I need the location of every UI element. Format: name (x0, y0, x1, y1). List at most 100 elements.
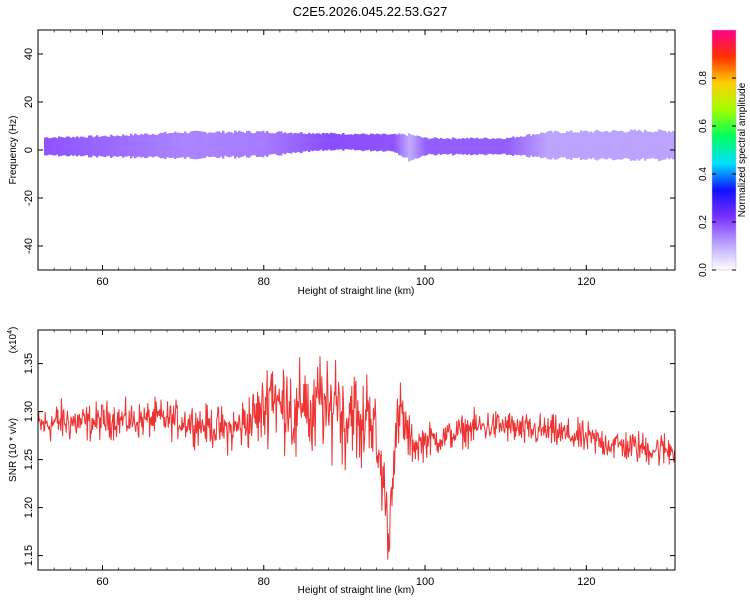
spectrogram-cell (164, 131, 167, 160)
spectrogram-cell (494, 138, 497, 155)
spectrogram-cell (648, 131, 651, 159)
spectrogram-cell (558, 132, 561, 159)
snr-multiplier-base: (x10 (8, 333, 19, 353)
spectrogram-cell (552, 132, 555, 158)
spectrogram-cell (280, 131, 283, 156)
spectrogram-cell (146, 133, 149, 158)
spectrogram-cell (132, 135, 135, 157)
spectrogram-cell (634, 129, 637, 161)
spectrogram-cell (214, 132, 217, 158)
spectrogram-cell (618, 131, 621, 160)
spectrogram-cell (316, 133, 319, 151)
spectrogram-cell (566, 131, 569, 160)
spectrogram-cell (628, 131, 631, 159)
spectrogram-cell (388, 134, 391, 151)
spectrogram-cell (412, 134, 415, 160)
spectrogram-cell (368, 134, 371, 150)
spectrogram-cell (502, 139, 505, 154)
spectrogram-cell (274, 133, 277, 154)
spectrogram-cell (196, 130, 199, 160)
spectrogram-cell (524, 136, 527, 156)
spectrogram-cell (328, 133, 331, 150)
spectrogram-cell (58, 136, 61, 157)
spectrogram-cell (658, 129, 661, 162)
spectrogram-cell (348, 134, 351, 150)
spectrogram-cell (462, 137, 465, 155)
spectrogram-cell (386, 134, 389, 151)
spectrogram-cell (278, 131, 281, 156)
spectrogram-cell (504, 139, 507, 154)
spectrogram-cell (408, 133, 411, 162)
spectrogram-cell (312, 133, 315, 152)
spectrogram-cell (590, 131, 593, 160)
spectrogram-cell (360, 134, 363, 151)
spectrogram-cell (128, 136, 131, 156)
spectrogram-cell (642, 132, 645, 158)
y-tick-label: 0 (23, 147, 35, 153)
spectrogram-cell (160, 132, 163, 159)
y-tick-label: 1.30 (23, 401, 35, 422)
spectrogram-cell (140, 134, 143, 158)
y-tick-label: 1.25 (23, 449, 35, 470)
spectrogram-cell (124, 135, 127, 157)
spectrogram-cell (130, 133, 133, 159)
spectrogram-cell (210, 132, 213, 158)
spectrogram-cell (428, 139, 431, 154)
spectrogram-cell (438, 138, 441, 154)
spectrogram-cell (240, 131, 243, 158)
spectrogram-cell (612, 130, 615, 161)
spectrogram-cell (76, 136, 79, 157)
spectrogram-cell (594, 130, 597, 160)
spectrogram-cell (482, 138, 485, 155)
spectrogram-cell (74, 137, 77, 156)
spectrogram-cell (394, 133, 397, 153)
colorbar-gradient (712, 30, 736, 270)
spectrogram-cell (94, 136, 97, 157)
spectrogram-cell (292, 133, 295, 153)
spectrogram-cell (484, 137, 487, 156)
spectrogram-cell (560, 133, 563, 158)
spectrogram-cell (302, 133, 305, 152)
colorbar-tick-label: 0.8 (698, 71, 709, 85)
spectrogram-cell (608, 132, 611, 158)
spectrogram-cell (576, 132, 579, 159)
spectrogram-cell (440, 137, 443, 155)
spectrogram-cell (346, 134, 349, 150)
spectrogram-cell (270, 133, 273, 155)
spectrogram-cell (592, 132, 595, 158)
snr-y-axis-label: SNR (10 * v/v) (8, 418, 19, 482)
spectrogram-cell (206, 133, 209, 157)
spectrogram-cell (416, 135, 419, 159)
spectrogram-cell (550, 130, 553, 160)
spectrogram-cell (374, 134, 377, 151)
spectrogram-cell (122, 134, 125, 158)
spectrogram-cell (370, 133, 373, 152)
spectrogram-cell (448, 138, 451, 155)
colorbar-ticks: 0.0 0.2 0.4 0.6 0.8 (698, 71, 736, 277)
spectrogram-cell (92, 137, 95, 156)
spectrogram-cell (152, 133, 155, 158)
spectrogram-cell (600, 131, 603, 159)
spectrogram-cell (362, 133, 365, 152)
spectrogram-cell (458, 138, 461, 155)
spectrogram-cell (508, 138, 511, 155)
spectrogram-cell (168, 133, 171, 158)
spectrogram-cell (602, 131, 605, 159)
spectrogram-cell (496, 138, 499, 155)
snr-frame (37, 329, 676, 571)
spectrogram-cell (138, 135, 141, 157)
spectrogram-cell (414, 136, 417, 159)
spectrogram-cell (430, 138, 433, 155)
spectrogram-cell (596, 129, 599, 161)
colorbar-frame (711, 29, 737, 271)
spectrogram-cell (330, 132, 333, 151)
spectrogram-cell (478, 138, 481, 154)
spectrogram-cell (498, 138, 501, 155)
spectrogram-cell (474, 138, 477, 155)
spectrogram-cell (334, 133, 337, 151)
snr-series-line (38, 356, 675, 560)
x-tick-label: 120 (577, 576, 595, 588)
spectrogram-cell (410, 134, 413, 161)
spectrogram-cell (96, 135, 99, 158)
svg-text:(x104): (x104) (7, 327, 19, 354)
